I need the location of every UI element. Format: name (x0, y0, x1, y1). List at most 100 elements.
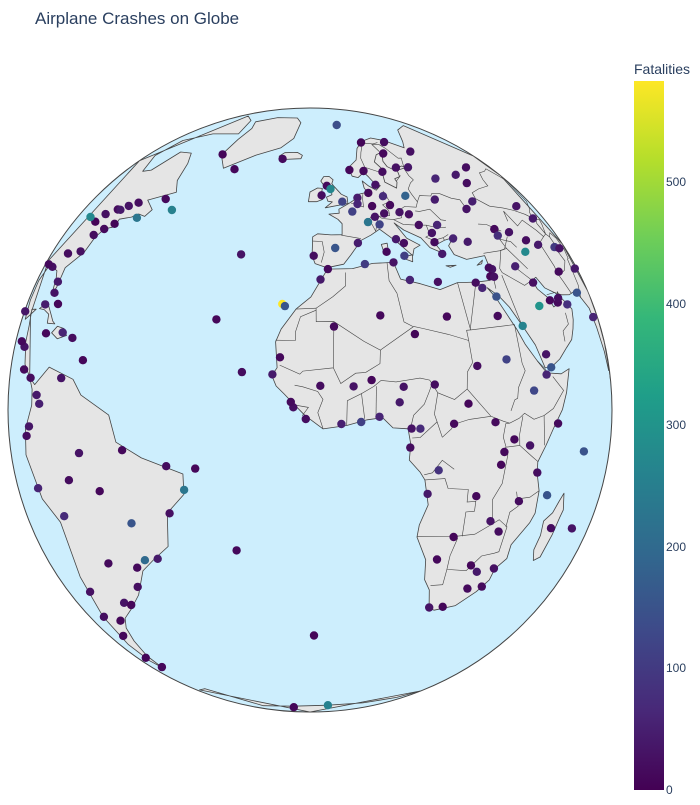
crash-point[interactable] (490, 273, 498, 281)
crash-point[interactable] (526, 441, 534, 449)
crash-point[interactable] (401, 192, 409, 200)
crash-point[interactable] (511, 262, 519, 270)
crash-point[interactable] (473, 362, 481, 370)
crash-point[interactable] (468, 197, 476, 205)
crash-point[interactable] (141, 556, 149, 564)
crash-point[interactable] (41, 300, 49, 308)
crash-point[interactable] (382, 248, 390, 256)
crash-point[interactable] (376, 311, 384, 319)
crash-point[interactable] (134, 199, 142, 207)
crash-point[interactable] (431, 174, 439, 182)
crash-point[interactable] (371, 181, 379, 189)
crash-point[interactable] (26, 374, 34, 382)
crash-point[interactable] (411, 330, 419, 338)
crash-point[interactable] (406, 443, 414, 451)
crash-point[interactable] (100, 225, 108, 233)
crash-point[interactable] (580, 447, 588, 455)
crash-point[interactable] (519, 322, 527, 330)
crash-point[interactable] (290, 703, 298, 711)
crash-point[interactable] (428, 229, 436, 237)
crash-point[interactable] (434, 278, 442, 286)
crash-point[interactable] (45, 260, 53, 268)
crash-point[interactable] (485, 264, 493, 272)
crash-point[interactable] (345, 166, 353, 174)
crash-point[interactable] (316, 382, 324, 390)
crash-point[interactable] (396, 398, 404, 406)
crash-point[interactable] (281, 302, 289, 310)
crash-point[interactable] (371, 213, 379, 221)
crash-point[interactable] (492, 292, 500, 300)
crash-point[interactable] (310, 631, 318, 639)
crash-point[interactable] (86, 213, 94, 221)
crash-point[interactable] (331, 244, 339, 252)
crash-point[interactable] (22, 432, 30, 440)
crash-point[interactable] (133, 214, 141, 222)
crash-point[interactable] (554, 294, 562, 302)
crash-point[interactable] (333, 121, 341, 129)
crash-point[interactable] (110, 220, 118, 228)
crash-point[interactable] (416, 425, 424, 433)
crash-point[interactable] (317, 191, 325, 199)
crash-point[interactable] (134, 583, 142, 591)
crash-point[interactable] (433, 555, 441, 563)
crash-point[interactable] (529, 214, 537, 222)
crash-point[interactable] (450, 420, 458, 428)
crash-point[interactable] (435, 466, 443, 474)
crash-point[interactable] (357, 138, 365, 146)
crash-point[interactable] (191, 464, 199, 472)
crash-point[interactable] (104, 559, 112, 567)
crash-point[interactable] (500, 448, 508, 456)
crash-point[interactable] (54, 278, 62, 286)
crash-point[interactable] (494, 312, 502, 320)
crash-point[interactable] (50, 289, 58, 297)
crash-point[interactable] (497, 461, 505, 469)
crash-point[interactable] (326, 185, 334, 193)
crash-point[interactable] (494, 231, 502, 239)
crash-point[interactable] (464, 238, 472, 246)
crash-point[interactable] (361, 260, 369, 268)
crash-point[interactable] (165, 509, 173, 517)
crash-point[interactable] (431, 380, 439, 388)
crash-point[interactable] (162, 462, 170, 470)
crash-point[interactable] (462, 163, 470, 171)
crash-point[interactable] (368, 202, 376, 210)
crash-point[interactable] (354, 239, 362, 247)
crash-point[interactable] (530, 386, 538, 394)
crash-point[interactable] (573, 289, 581, 297)
globe-map[interactable] (0, 0, 620, 800)
crash-point[interactable] (324, 701, 332, 709)
crash-point[interactable] (463, 584, 471, 592)
crash-point[interactable] (380, 138, 388, 146)
crash-point[interactable] (218, 150, 226, 158)
crash-point[interactable] (18, 337, 26, 345)
crash-point[interactable] (449, 234, 457, 242)
crash-point[interactable] (486, 517, 494, 525)
crash-point[interactable] (21, 307, 29, 315)
crash-point[interactable] (542, 350, 550, 358)
crash-point[interactable] (337, 420, 345, 428)
crash-point[interactable] (554, 419, 562, 427)
crash-point[interactable] (443, 312, 451, 320)
crash-point[interactable] (462, 205, 470, 213)
crash-point[interactable] (232, 546, 240, 554)
crash-point[interactable] (555, 244, 563, 252)
crash-point[interactable] (357, 418, 365, 426)
crash-point[interactable] (425, 603, 433, 611)
crash-point[interactable] (76, 247, 84, 255)
crash-point[interactable] (180, 486, 188, 494)
crash-point[interactable] (433, 221, 441, 229)
crash-point[interactable] (238, 368, 246, 376)
crash-point[interactable] (302, 415, 310, 423)
crash-point[interactable] (348, 207, 356, 215)
crash-point[interactable] (96, 487, 104, 495)
crash-point[interactable] (400, 239, 408, 247)
crash-point[interactable] (472, 492, 480, 500)
crash-point[interactable] (494, 527, 502, 535)
globe-svg[interactable] (0, 0, 620, 800)
crash-point[interactable] (379, 149, 387, 157)
crash-point[interactable] (463, 179, 471, 187)
crash-point[interactable] (75, 449, 83, 457)
crash-point[interactable] (25, 422, 33, 430)
crash-point[interactable] (529, 278, 537, 286)
crash-point[interactable] (380, 209, 388, 217)
